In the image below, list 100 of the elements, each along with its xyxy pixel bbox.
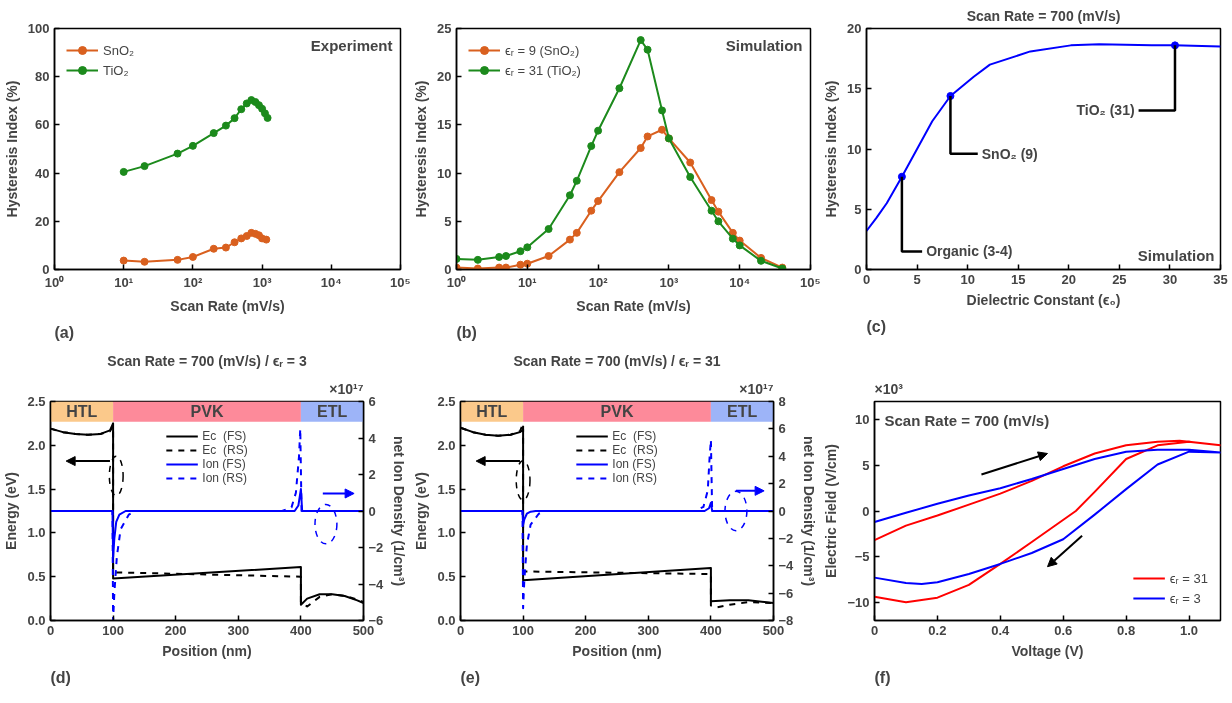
y-tick-label: 0 [862,503,870,519]
x-tick-label: 0.8 [1117,622,1136,638]
x-tick-label: 0.2 [928,622,947,638]
legend-label: Ion (RS) [202,471,248,485]
x-tick-label: 20 [1061,271,1077,287]
y-tick-label: 20 [437,69,452,85]
annotation: TiO₂ (31) [1076,102,1135,119]
y2-tick-label: 2 [368,467,376,482]
y-tick-label: 40 [35,165,50,181]
x-tick-label: 10⁵ [799,274,821,290]
y2-tick-label: 8 [778,394,786,409]
x-axis-title: Voltage (V) [1011,642,1084,659]
y-tick-label: −10 [847,594,870,610]
y-tick-label: 1.0 [437,525,456,541]
y-axis-title: Energy (eV) [3,472,20,550]
band-label: PVK [190,403,224,421]
y-tick-label: 10 [855,412,870,428]
y-tick-label: 5 [862,457,870,473]
x-tick-label: 300 [227,622,250,638]
annotation: Organic (3-4) [926,243,1013,260]
y-tick-label: 15 [437,117,452,133]
x-tick-label: 10 [960,271,975,287]
text: ×10³ [874,380,904,397]
y-tick-label: 0.5 [27,569,46,585]
band-label: ETL [727,403,758,421]
y-tick-label: 10 [847,141,862,157]
y-tick-label: 1.5 [27,481,46,497]
y2-tick-label: −2 [368,540,384,555]
y-tick-label: 25 [437,21,452,36]
x-tick-label: 30 [1162,271,1178,287]
y-tick-label: 20 [35,213,50,229]
x-tick-label: 10¹ [517,274,537,290]
y2-tick-label: 0 [778,503,786,519]
legend-label: Ec (RS) [202,443,248,457]
x-tick-label: 10⁵ [389,274,411,290]
legend-label: SnO₂ [103,42,135,58]
x-tick-label: 25 [1112,271,1127,287]
y-tick-label: 5 [444,213,452,229]
y2-tick-label: −4 [368,576,385,592]
x-tick-label: 10² [588,274,609,290]
annotation: SnO₂ (9) [981,145,1038,162]
y-tick-label: 1.5 [437,481,456,497]
chart-title: Scan Rate = 700 (mV/s) / ϵᵣ = 31 [513,352,721,369]
y2-tick-label: −4 [778,558,795,574]
y-axis-title: Electric Field (V/cm) [823,444,840,578]
legend-label: Ion (FS) [202,457,246,471]
x-tick-label: 10⁰ [446,274,467,290]
text: (a) [54,323,75,341]
x-tick-label: 10³ [252,274,273,290]
line-series [874,448,1221,585]
x-tick-label: 500 [352,622,375,638]
y-tick-label: 20 [847,21,862,36]
text: (c) [866,317,887,335]
x-tick-label: 5 [913,271,921,287]
y-tick-label: 0.0 [27,613,46,628]
x-tick-label: 100 [102,622,124,638]
y-tick-label: 2.0 [437,437,456,453]
x-tick-label: 200 [164,622,187,638]
text: (f) [874,668,891,686]
line-series [874,439,1221,604]
y-tick-label: 2.0 [27,437,46,453]
legend-label: ϵᵣ = 3 [1169,590,1201,606]
y2-axis-title: net Ion Density (1/cm³) [801,435,818,587]
y-tick-label: 0.0 [437,613,456,628]
x-tick-label: 10² [183,274,203,290]
annotation: Scan Rate = 700 (mV/s) [884,411,1050,429]
x-axis-title: Position (nm) [572,642,662,659]
y2-tick-label: 4 [778,448,787,464]
y-tick-label: 60 [35,117,50,133]
y-tick-label: 15 [847,81,862,97]
y-tick-label: 2.5 [27,394,46,409]
y-tick-label: −5 [854,549,870,565]
x-tick-label: 400 [290,622,312,638]
x-axis-title: Scan Rate (mV/s) [576,297,691,314]
x-axis-title: Scan Rate (mV/s) [170,297,285,314]
x-tick-label: 0.6 [1054,622,1073,638]
y2-tick-label: 4 [368,430,377,446]
y-tick-label: 2.5 [437,394,456,409]
x-tick-label: 10⁴ [729,274,751,290]
y-tick-label: 80 [35,69,50,85]
x-tick-label: 10⁴ [320,274,342,290]
x-tick-label: 100 [512,622,534,638]
legend-label: Ec (FS) [202,429,247,443]
legend-label: TiO₂ [103,62,129,78]
band-label: HTL [66,403,98,421]
y-axis-title: Hysteresis Index (%) [823,80,840,218]
y-axis-title: Hysteresis Index (%) [3,80,20,218]
y-axis-title: Energy (eV) [413,472,430,550]
legend-label: ϵᵣ = 31 [1169,570,1208,586]
x-axis-title: Dielectric Constant (ϵ₀) [966,291,1121,308]
x-tick-label: 0.4 [991,622,1011,638]
x-tick-label: 10⁰ [44,274,65,290]
annotation: Experiment [310,36,393,54]
legend-label: Ec (RS) [612,443,658,457]
annotation: Simulation [1137,246,1215,264]
x-tick-label: 10³ [659,274,679,290]
legend-label: ϵᵣ = 9 (SnO₂) [505,42,580,58]
y2-tick-label: 6 [778,421,786,437]
annotation: Simulation [725,36,803,54]
legend-label: Ion (FS) [612,457,656,471]
